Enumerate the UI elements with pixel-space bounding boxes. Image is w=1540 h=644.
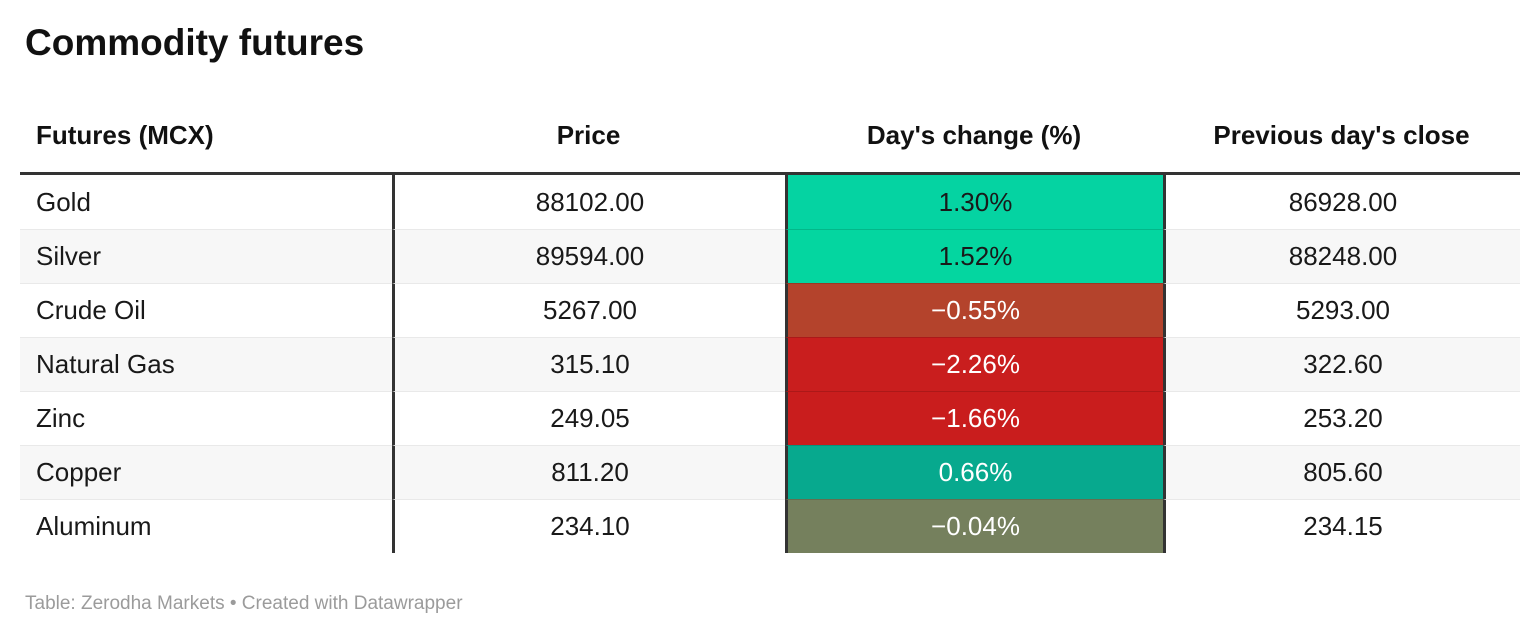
cell-previous-close: 805.60	[1163, 445, 1520, 499]
cell-previous-close: 322.60	[1163, 337, 1520, 391]
page-title: Commodity futures	[25, 22, 365, 63]
page: Commodity futures Futures (MCX) Price Da…	[20, 22, 1520, 614]
table-row: Gold 88102.00 1.30% 86928.00	[20, 175, 1520, 229]
table-row: Zinc 249.05 −1.66% 253.20	[20, 391, 1520, 445]
table-row: Crude Oil 5267.00 −0.55% 5293.00	[20, 283, 1520, 337]
table-row: Copper 811.20 0.66% 805.60	[20, 445, 1520, 499]
column-header-days-change: Day's change (%)	[866, 120, 1082, 150]
cell-days-change: −1.66%	[785, 391, 1163, 445]
cell-previous-close: 253.20	[1163, 391, 1520, 445]
table-row: Natural Gas 315.10 −2.26% 322.60	[20, 337, 1520, 391]
table-row: Aluminum 234.10 −0.04% 234.15	[20, 499, 1520, 553]
table-row: Silver 89594.00 1.52% 88248.00	[20, 229, 1520, 283]
cell-previous-close: 234.15	[1163, 499, 1520, 553]
column-header-price: Price	[556, 120, 621, 150]
cell-futures-name: Crude Oil	[20, 283, 392, 337]
cell-futures-name: Natural Gas	[20, 337, 392, 391]
cell-price: 5267.00	[392, 283, 785, 337]
cell-days-change: −2.26%	[785, 337, 1163, 391]
cell-previous-close: 86928.00	[1163, 175, 1520, 229]
cell-futures-name: Copper	[20, 445, 392, 499]
cell-price: 315.10	[392, 337, 785, 391]
column-header-previous-days-close: Previous day's close	[1213, 120, 1470, 150]
cell-days-change: −0.55%	[785, 283, 1163, 337]
cell-futures-name: Aluminum	[20, 499, 392, 553]
attribution-text: Table: Zerodha Markets • Created with Da…	[25, 593, 463, 614]
cell-days-change: −0.04%	[785, 499, 1163, 553]
cell-days-change: 1.52%	[785, 229, 1163, 283]
cell-days-change: 1.30%	[785, 175, 1163, 229]
cell-futures-name: Zinc	[20, 391, 392, 445]
column-header-futures-mcx: Futures (MCX)	[36, 120, 214, 150]
cell-days-change: 0.66%	[785, 445, 1163, 499]
cell-previous-close: 5293.00	[1163, 283, 1520, 337]
commodity-futures-table: Futures (MCX) Price Day's change (%) Pre…	[20, 64, 1520, 553]
cell-price: 88102.00	[392, 175, 785, 229]
cell-previous-close: 88248.00	[1163, 229, 1520, 283]
cell-price: 249.05	[392, 391, 785, 445]
table-header-row: Futures (MCX) Price Day's change (%) Pre…	[20, 64, 1520, 175]
cell-futures-name: Silver	[20, 229, 392, 283]
cell-price: 89594.00	[392, 229, 785, 283]
cell-price: 234.10	[392, 499, 785, 553]
cell-futures-name: Gold	[36, 186, 91, 217]
cell-price: 811.20	[392, 445, 785, 499]
table-body: Gold 88102.00 1.30% 86928.00 Silver 8959…	[20, 175, 1520, 553]
